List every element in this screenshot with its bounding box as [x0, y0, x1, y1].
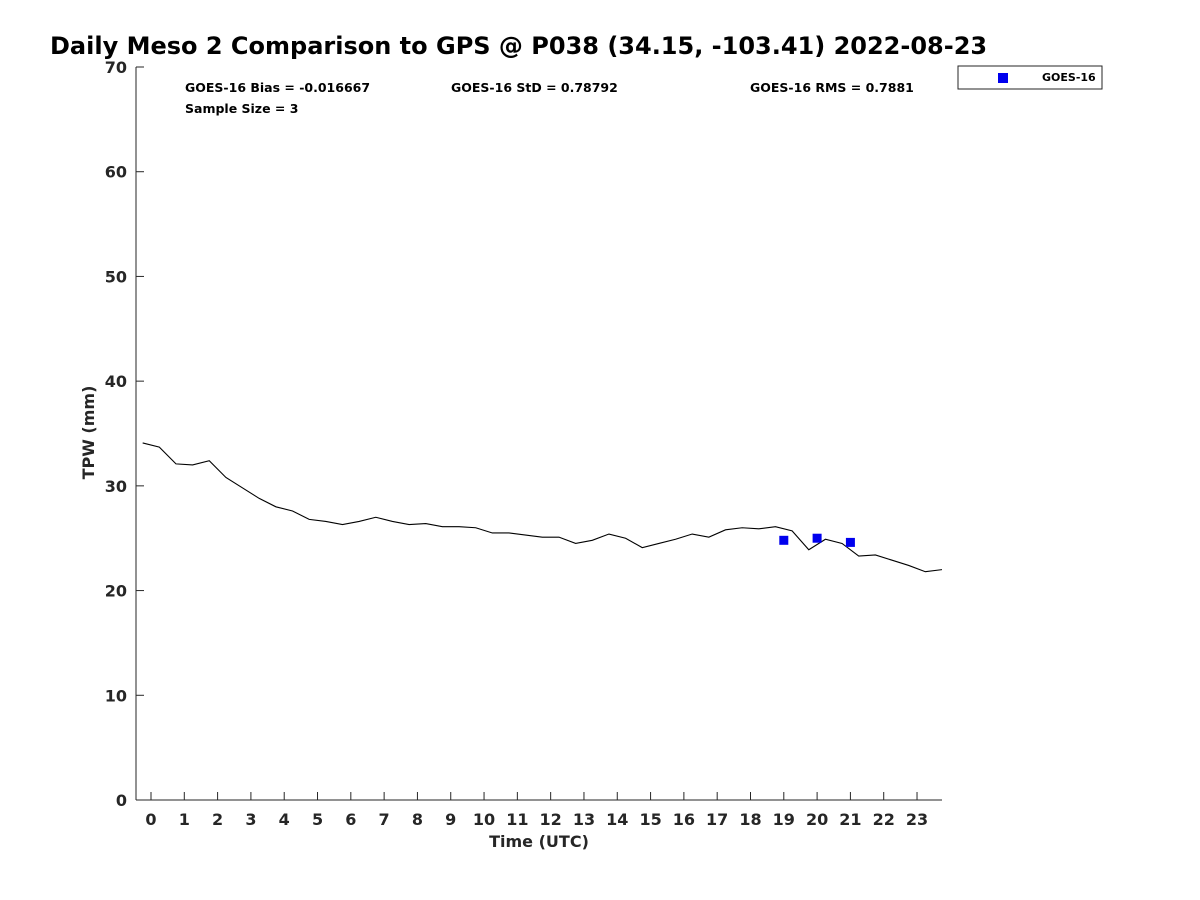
bias-stat: GOES-16 Bias = -0.016667	[185, 80, 370, 95]
x-tick-label: 14	[606, 810, 628, 829]
x-tick-label: 17	[706, 810, 728, 829]
goes-16-point	[845, 537, 855, 547]
chart-title: Daily Meso 2 Comparison to GPS @ P038 (3…	[50, 32, 987, 60]
x-tick-label: 3	[245, 810, 256, 829]
x-tick-label: 10	[473, 810, 495, 829]
y-tick-label: 50	[105, 267, 127, 286]
x-tick-label: 13	[573, 810, 595, 829]
goes-16-points	[779, 533, 855, 547]
y-tick-label: 70	[105, 58, 127, 77]
x-tick-label: 12	[540, 810, 562, 829]
y-tick-label: 0	[116, 791, 127, 810]
legend: GOES-16	[957, 65, 1103, 90]
x-tick-label: 15	[639, 810, 661, 829]
legend-box	[957, 65, 1103, 90]
x-tick-label: 7	[379, 810, 390, 829]
y-ticks: 0 10 20 30 40 50 60 70	[105, 58, 144, 810]
x-tick-label: 8	[412, 810, 423, 829]
x-tick-label: 18	[739, 810, 761, 829]
sample-size-stat: Sample Size = 3	[185, 101, 298, 116]
goes-16-point	[812, 533, 822, 543]
y-tick-label: 60	[105, 163, 127, 182]
y-tick-label: 30	[105, 477, 127, 496]
std-stat: GOES-16 StD = 0.78792	[451, 80, 618, 95]
x-tick-label: 1	[179, 810, 190, 829]
y-tick-label: 20	[105, 582, 127, 601]
x-tick-label: 5	[312, 810, 323, 829]
x-tick-label: 16	[673, 810, 695, 829]
x-tick-label: 4	[279, 810, 290, 829]
x-tick-label: 20	[806, 810, 828, 829]
x-tick-label: 22	[873, 810, 895, 829]
x-tick-label: 21	[839, 810, 861, 829]
x-ticks: 0 1 2 3 4 5 6 7 8 9 10 11 12 13 14 15 16 17 18 19 20 21 22 23	[145, 792, 928, 829]
x-tick-label: 2	[212, 810, 223, 829]
x-tick-label: 0	[145, 810, 156, 829]
x-tick-label: 23	[906, 810, 928, 829]
x-tick-label: 19	[773, 810, 795, 829]
legend-label-goes-16: GOES-16	[1042, 71, 1096, 84]
x-tick-label: 11	[506, 810, 528, 829]
y-tick-label: 10	[105, 686, 127, 705]
gps-series-line	[142, 442, 943, 573]
x-tick-label: 9	[445, 810, 456, 829]
y-tick-label: 40	[105, 372, 127, 391]
rms-stat: GOES-16 RMS = 0.7881	[750, 80, 914, 95]
goes-16-point	[779, 535, 789, 545]
legend-marker-goes-16	[998, 73, 1008, 83]
y-axis-label: TPW (mm)	[79, 386, 98, 480]
x-tick-label: 6	[345, 810, 356, 829]
x-axis-label: Time (UTC)	[489, 832, 589, 851]
